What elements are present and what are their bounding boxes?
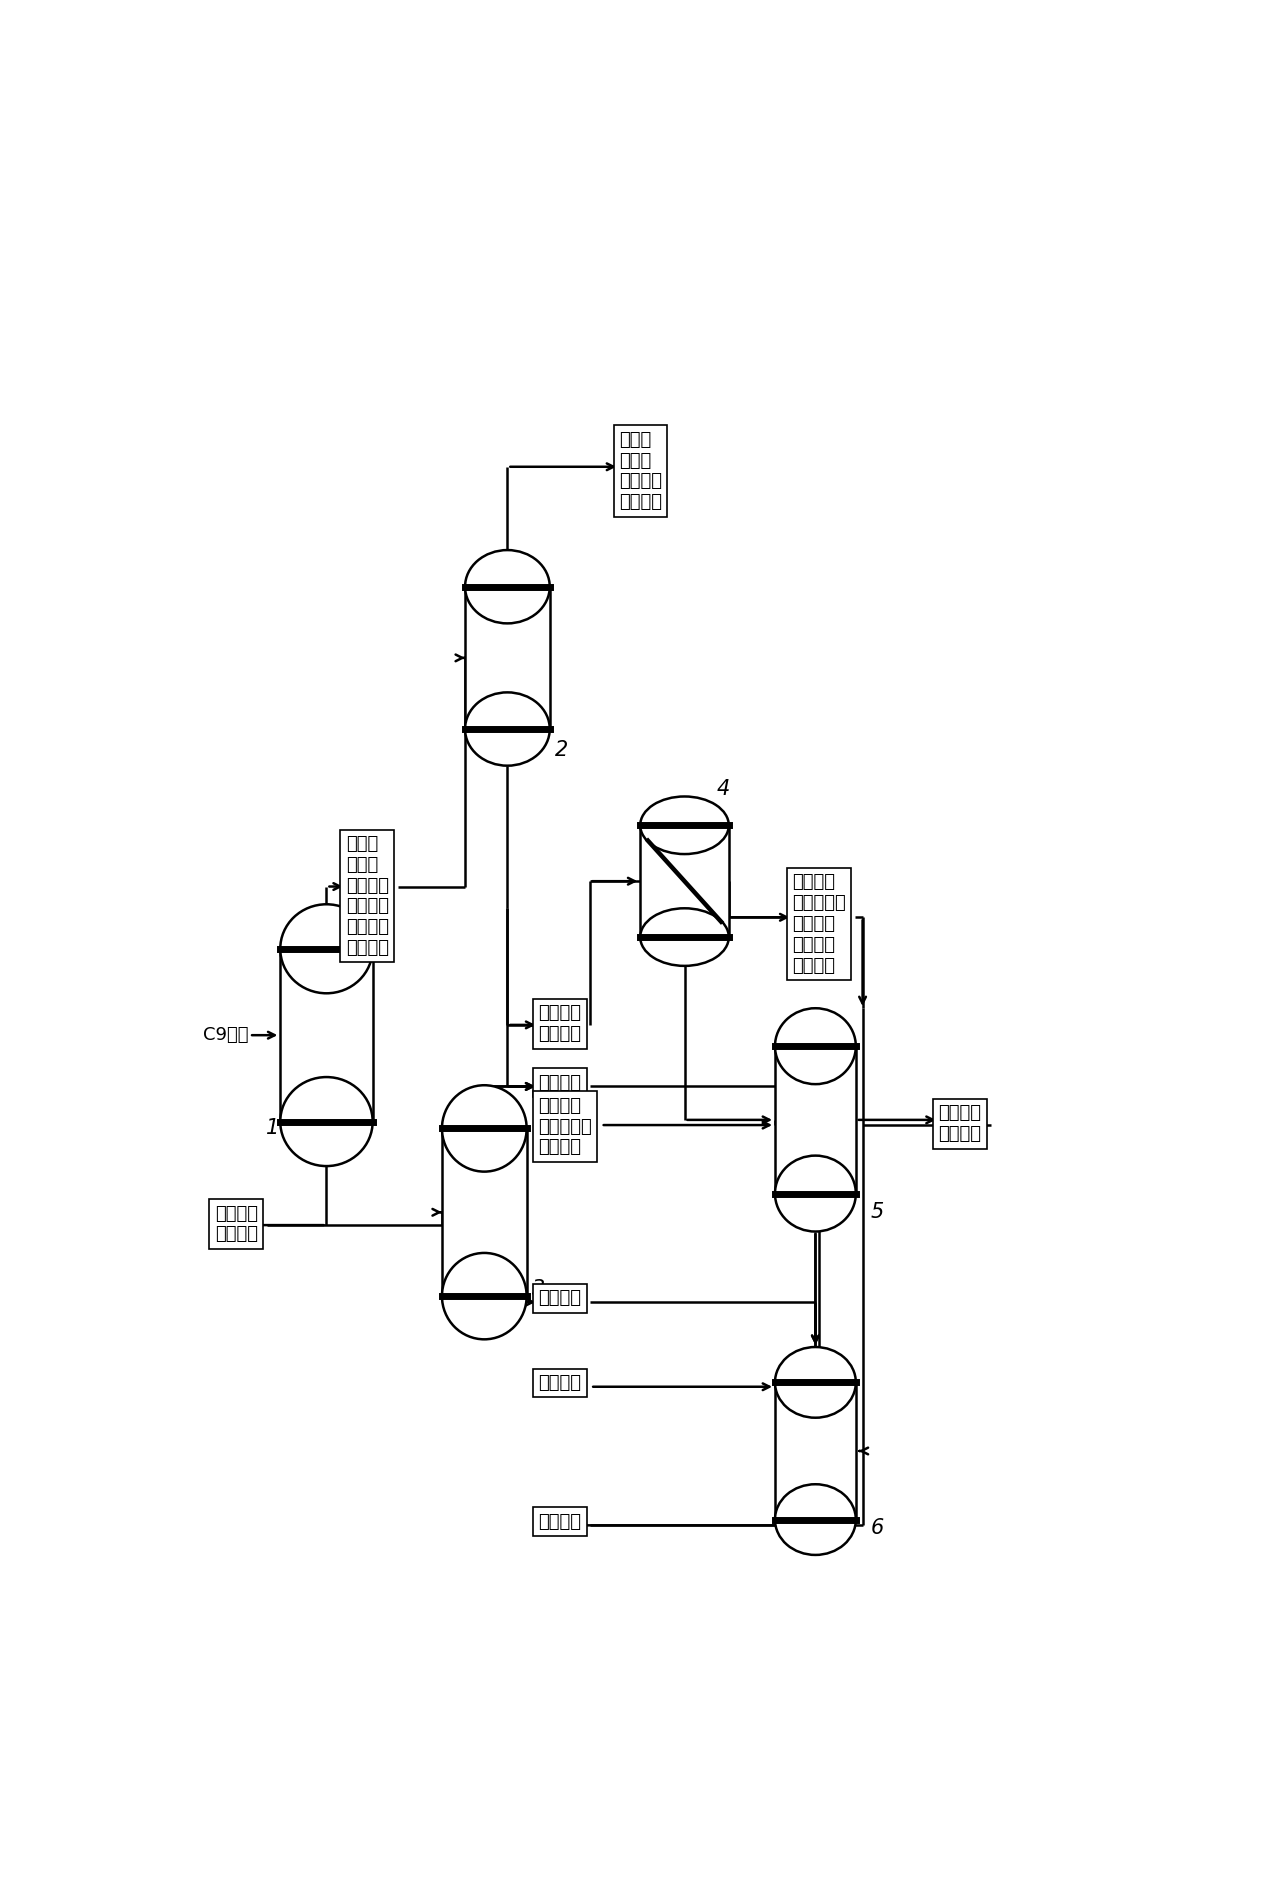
Text: 偏三甲苯
连三甲苯: 偏三甲苯 连三甲苯 [215, 1205, 257, 1243]
Text: 邻甲乙苯
均三甲苯: 邻甲乙苯 均三甲苯 [538, 1005, 582, 1043]
Ellipse shape [442, 1084, 526, 1171]
Ellipse shape [280, 905, 372, 994]
Text: 2: 2 [555, 740, 568, 759]
Ellipse shape [775, 1347, 856, 1419]
Bar [280, 948, 372, 1122]
Text: 偏三甲苯
连三甲苯: 偏三甲苯 连三甲苯 [939, 1105, 982, 1143]
Text: 正丙苯
异丙苯
间甲乙苯
对甲乙苯
邻甲乙苯
均三甲苯: 正丙苯 异丙苯 间甲乙苯 对甲乙苯 邻甲乙苯 均三甲苯 [346, 835, 389, 958]
Text: 偏三甲苯: 偏三甲苯 [538, 1373, 582, 1392]
Ellipse shape [640, 909, 728, 965]
Text: 6: 6 [871, 1519, 883, 1538]
Text: 偏三甲苯: 偏三甲苯 [538, 1073, 582, 1092]
Ellipse shape [466, 693, 550, 765]
Ellipse shape [442, 1252, 526, 1339]
Bar [466, 587, 550, 729]
Ellipse shape [775, 1485, 856, 1555]
Bar [640, 825, 728, 937]
Ellipse shape [466, 550, 550, 623]
Ellipse shape [280, 1077, 372, 1166]
Text: C9芳烃: C9芳烃 [203, 1026, 249, 1045]
Text: 4: 4 [717, 778, 729, 799]
Text: 1: 1 [266, 1118, 279, 1137]
Ellipse shape [775, 1156, 856, 1232]
Text: 连三甲苯: 连三甲苯 [538, 1290, 582, 1307]
Text: 正丙苯
异丙苯
间甲乙苯
对甲乙苯: 正丙苯 异丙苯 间甲乙苯 对甲乙苯 [620, 431, 663, 512]
Bar [775, 1047, 856, 1194]
Text: 邻甲乙苯
及其转化物
均三甲苯: 邻甲乙苯 及其转化物 均三甲苯 [538, 1098, 592, 1156]
Text: 5: 5 [871, 1201, 883, 1222]
Bar [442, 1128, 526, 1296]
Ellipse shape [640, 797, 728, 854]
Text: 3: 3 [531, 1279, 545, 1300]
Bar [775, 1383, 856, 1519]
Text: 邻甲乙苯
及其转化物
均三甲苯
连三甲苯
偏三甲苯: 邻甲乙苯 及其转化物 均三甲苯 连三甲苯 偏三甲苯 [793, 873, 846, 975]
Text: 连三甲苯: 连三甲苯 [538, 1513, 582, 1530]
Ellipse shape [775, 1009, 856, 1084]
